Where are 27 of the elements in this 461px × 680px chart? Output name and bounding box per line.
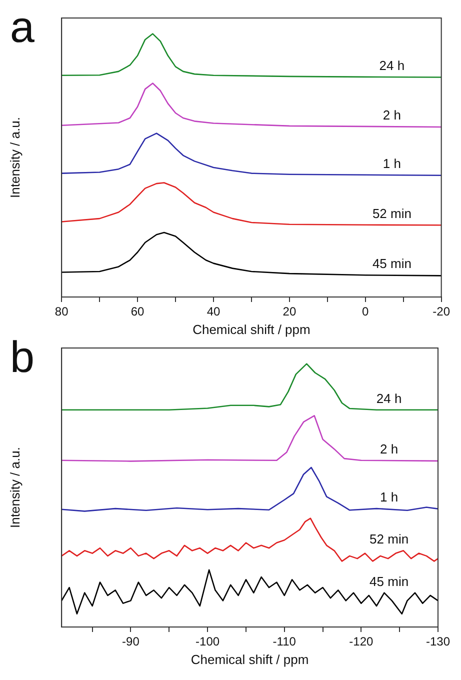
series-label: 1 h [380,490,398,505]
x-axis-title: Chemical shift / ppm [190,652,309,667]
x-tick-label: 60 [130,304,145,319]
x-axis-title: Chemical shift / ppm [192,322,310,337]
series-label: 45 min [372,256,412,272]
series-label: 45 min [370,574,409,589]
series-label: 2 h [380,441,398,456]
x-tick-label: -120 [349,634,374,649]
y-axis-title: Intensity / a.u. [7,447,22,528]
chart-title: a [10,3,35,52]
series-label: 52 min [372,206,412,221]
x-tick-label: -90 [122,634,140,649]
x-tick-label: 80 [54,304,69,319]
series-label: 24 h [379,58,405,74]
chart-title: b [10,333,34,382]
x-tick-label: -100 [196,634,220,649]
series-label: 2 h [382,108,402,123]
y-axis-title: Intensity / a.u. [7,117,22,198]
series-label: 24 h [376,390,402,406]
series-label: 52 min [370,532,409,547]
x-tick-label: -130 [426,634,450,649]
x-tick-label: -20 [432,304,450,319]
x-tick-label: 0 [362,304,370,319]
x-tick-label: 40 [206,304,220,319]
x-tick-label: 20 [282,304,296,319]
series-label: 1 h [382,156,402,171]
x-tick-label: -110 [272,634,296,649]
